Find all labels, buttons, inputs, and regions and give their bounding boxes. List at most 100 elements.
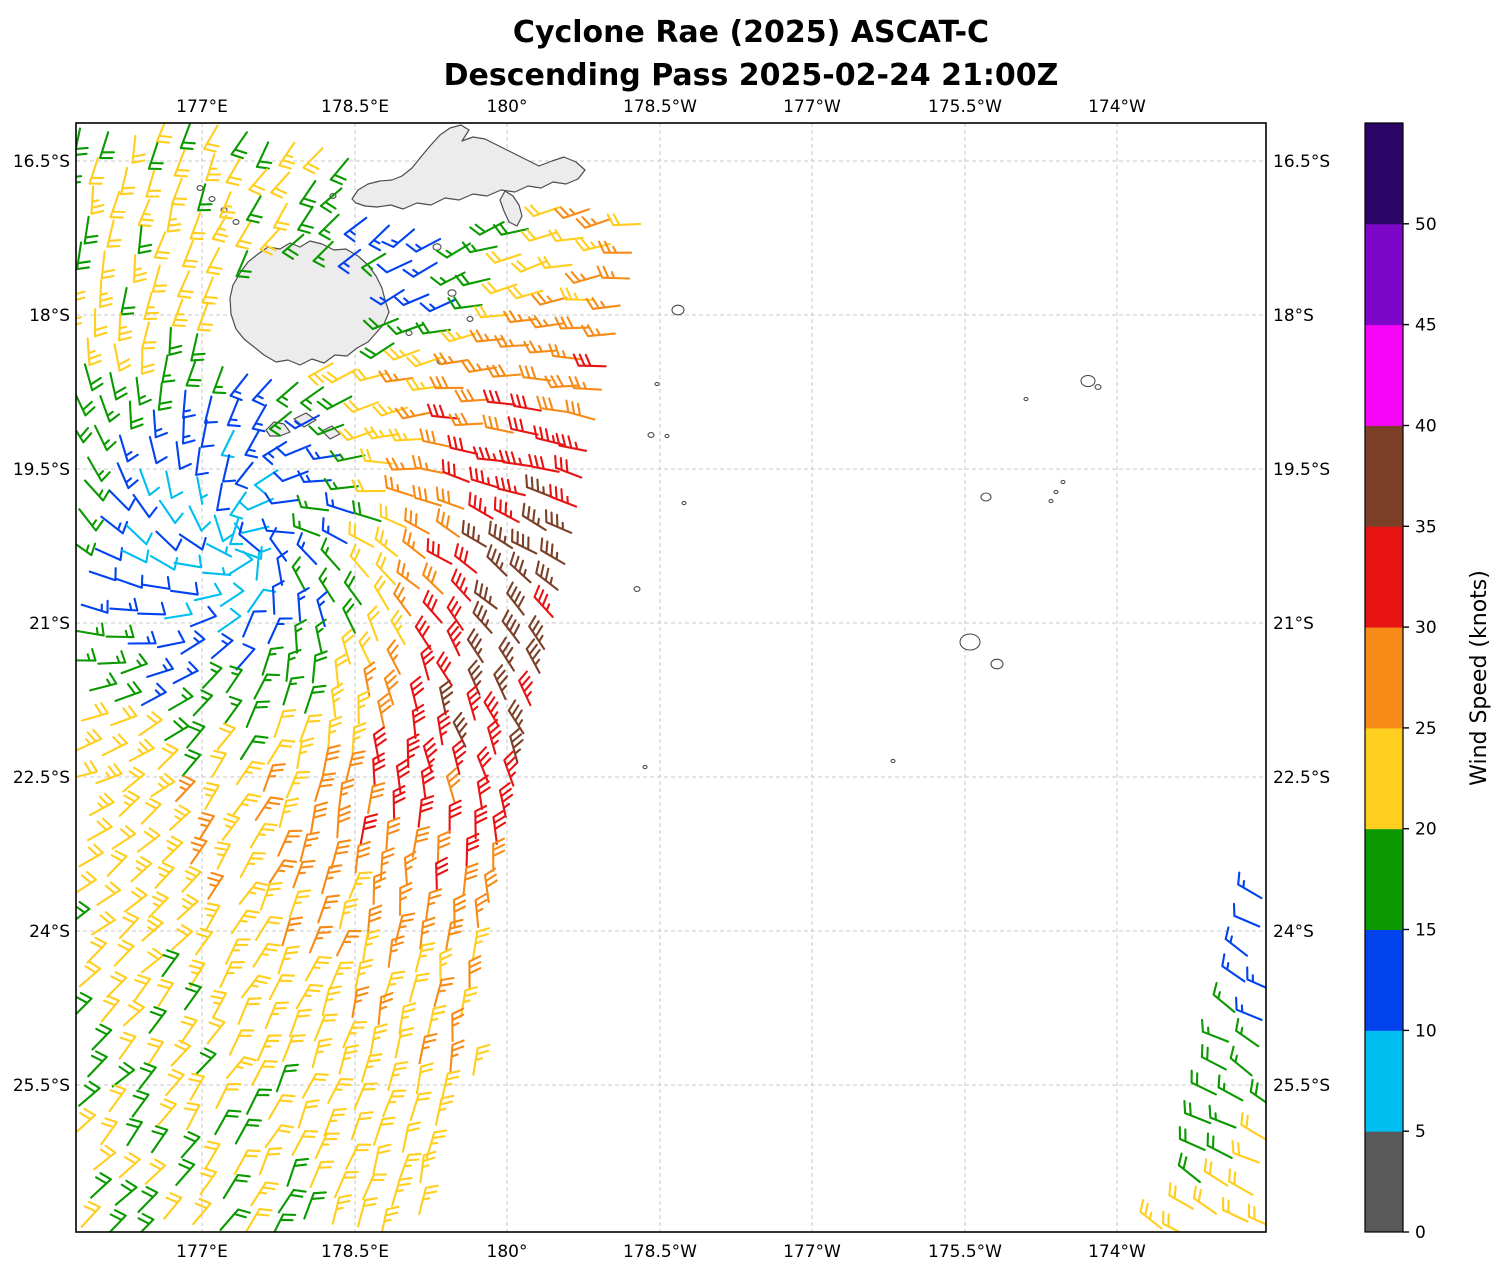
wind-barb — [111, 825, 137, 850]
wind-barb — [118, 434, 139, 463]
wind-barb — [76, 241, 91, 271]
wind-barb — [78, 508, 104, 532]
wind-barb — [445, 918, 464, 951]
wind-barb — [1231, 1140, 1260, 1164]
wind-barb — [150, 1125, 169, 1154]
wind-barb — [210, 633, 234, 660]
wind-barb — [1217, 1074, 1244, 1102]
wind-barb — [120, 549, 150, 564]
wind-barb — [559, 287, 594, 302]
colorbar-segment — [1365, 1030, 1403, 1132]
wind-barb — [363, 661, 377, 697]
wind-barb — [113, 343, 132, 372]
wind-barb — [143, 291, 160, 321]
islet — [1048, 498, 1054, 504]
wind-barb — [409, 675, 425, 712]
wind-barb — [384, 348, 421, 361]
wind-barb — [537, 255, 573, 269]
wind-barb — [309, 1160, 335, 1189]
wind-barb — [466, 684, 481, 721]
wind-barb — [398, 881, 413, 916]
wind-barb — [190, 333, 206, 362]
wind-barb — [439, 679, 454, 716]
wind-barb — [301, 1072, 329, 1099]
islet — [642, 764, 648, 770]
wind-barb — [433, 352, 469, 366]
wind-barb — [468, 491, 494, 520]
wind-barb — [1200, 1043, 1227, 1071]
wind-barb — [235, 221, 253, 250]
wind-barb — [1235, 1017, 1260, 1048]
wind-barb — [1178, 1125, 1206, 1151]
plot-border — [75, 122, 1267, 1233]
wind-barb — [109, 597, 139, 612]
wind-barb — [97, 650, 127, 665]
wind-barb — [148, 1006, 167, 1034]
wind-barb — [1162, 1210, 1183, 1232]
wind-barb — [168, 687, 194, 712]
wind-barb — [214, 1109, 242, 1136]
wind-barb — [297, 1099, 320, 1129]
wind-barb — [195, 1047, 217, 1075]
lon-tick-label-bottom: 177°E — [176, 1242, 228, 1262]
wind-barb — [1224, 926, 1249, 957]
wind-barb — [288, 889, 312, 919]
wind-barb — [78, 1080, 101, 1107]
wind-barb — [394, 406, 431, 420]
lat-tick-label-left: 24°S — [29, 922, 70, 942]
wind-barb — [133, 974, 152, 1003]
wind-barb — [193, 582, 223, 602]
wind-barb — [597, 240, 633, 254]
wind-barb — [447, 434, 479, 455]
wind-barb — [568, 375, 602, 391]
wind-barb — [297, 587, 310, 622]
wind-barb — [461, 241, 498, 254]
wind-barb — [152, 409, 168, 439]
wind-barb — [472, 1043, 491, 1076]
wind-barb — [165, 470, 184, 499]
wind-barb — [205, 153, 222, 182]
wind-barb — [367, 782, 386, 814]
wind-barb — [318, 567, 335, 603]
wind-barb — [321, 985, 342, 1016]
wind-barb — [518, 364, 552, 382]
wind-barb — [472, 446, 506, 463]
wind-barb — [454, 388, 490, 403]
wind-barb — [299, 831, 320, 862]
wind-barb — [147, 142, 164, 171]
wind-barb — [440, 1069, 461, 1102]
wind-barb — [321, 864, 343, 895]
wind-barb — [138, 711, 163, 737]
wind-barb — [476, 746, 492, 783]
colorbar-tick-label: 0 — [1415, 1223, 1426, 1243]
wind-barb — [238, 881, 270, 905]
wind-barb — [476, 774, 491, 810]
wind-barb — [83, 215, 99, 245]
wind-barb — [272, 470, 309, 483]
wind-barb — [380, 1205, 400, 1232]
wind-barb — [216, 482, 231, 512]
wind-barb — [580, 324, 616, 338]
wind-barb — [466, 628, 484, 664]
wind-barb — [426, 403, 460, 420]
wind-barb — [333, 1170, 359, 1199]
wind-barb — [436, 830, 451, 865]
wind-barb — [275, 444, 312, 457]
wind-barb — [419, 916, 436, 950]
wind-barb — [362, 929, 381, 962]
wind-barb — [76, 1107, 97, 1134]
wind-barb — [1246, 966, 1266, 989]
wind-barb — [155, 123, 173, 144]
colorbar: 0 5 10 15 20 25 30 35 40 45 50 — [1364, 122, 1437, 1243]
islet — [633, 586, 641, 592]
wind-barb — [467, 659, 483, 696]
lat-tick-label-right: 25.5°S — [1273, 1076, 1330, 1096]
wind-barb — [272, 202, 290, 231]
wind-barb — [395, 758, 410, 795]
islet — [1023, 396, 1029, 402]
wind-barb — [286, 1157, 310, 1187]
wind-barb — [531, 292, 568, 306]
colorbar-tick-label: 30 — [1415, 618, 1437, 638]
wind-barb — [118, 912, 140, 940]
wind-barb — [242, 610, 267, 638]
